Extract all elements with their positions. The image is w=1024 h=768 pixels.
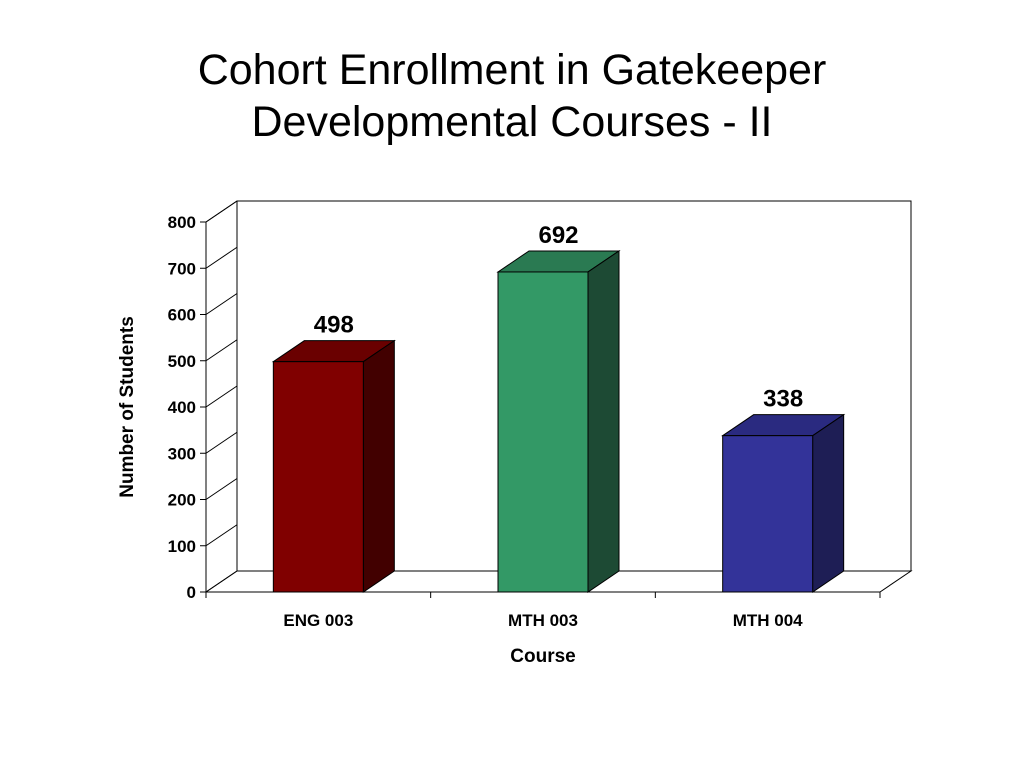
bar-front-face bbox=[497, 271, 589, 593]
y-tick-label: 400 bbox=[168, 398, 196, 417]
bar-front-face bbox=[272, 361, 364, 593]
y-tick-label: 300 bbox=[168, 444, 196, 463]
x-tick-label: MTH 003 bbox=[508, 611, 578, 630]
bar-mth-004 bbox=[721, 413, 846, 593]
bar-side-face bbox=[812, 413, 845, 593]
y-tick-depth-line bbox=[205, 431, 238, 454]
y-tick-depth-line bbox=[205, 524, 238, 547]
data-label: 338 bbox=[763, 386, 803, 413]
slide-title: Cohort Enrollment in Gatekeeper Developm… bbox=[0, 44, 1024, 148]
y-tick-label: 500 bbox=[168, 352, 196, 371]
bar-side-face bbox=[362, 339, 395, 593]
y-tick-depth-line bbox=[205, 339, 238, 362]
bar-front-face bbox=[722, 435, 814, 593]
y-tick-label: 600 bbox=[168, 306, 196, 325]
y-tick-depth-line bbox=[205, 385, 238, 408]
y-tick-label: 800 bbox=[168, 213, 196, 232]
x-axis-title: Course bbox=[510, 646, 575, 667]
y-tick-label: 200 bbox=[168, 491, 196, 510]
chart-labels: 498 692 338 bbox=[314, 222, 803, 413]
x-tick-label: MTH 004 bbox=[733, 611, 803, 630]
y-tick-label: 0 bbox=[187, 583, 196, 602]
y-tick-label: 100 bbox=[168, 537, 196, 556]
y-tick-depth-line bbox=[205, 478, 238, 500]
slide-title-line-1: Cohort Enrollment in Gatekeeper bbox=[197, 46, 827, 94]
data-label: 498 bbox=[314, 312, 354, 339]
bar-side-face bbox=[587, 250, 620, 593]
data-label: 692 bbox=[538, 222, 578, 249]
bar-mth-003 bbox=[496, 250, 621, 593]
x-tick-label: ENG 003 bbox=[283, 611, 353, 630]
bar-eng-003 bbox=[271, 339, 396, 593]
y-tick-depth-line bbox=[205, 246, 238, 269]
chart-bars bbox=[271, 250, 846, 593]
y-tick-depth-line bbox=[205, 293, 238, 315]
y-axis-title: Number of Students bbox=[117, 316, 138, 498]
y-tick-label: 700 bbox=[168, 259, 196, 278]
y-tick-depth-line bbox=[205, 570, 238, 593]
chart-axes: 0 100 200 300 400 500 600 700 800 ENG 003 MTH 003 M… bbox=[117, 200, 881, 667]
slide-title-line-2: Developmental Courses - II bbox=[251, 98, 773, 146]
y-tick-depth-line bbox=[205, 200, 238, 223]
